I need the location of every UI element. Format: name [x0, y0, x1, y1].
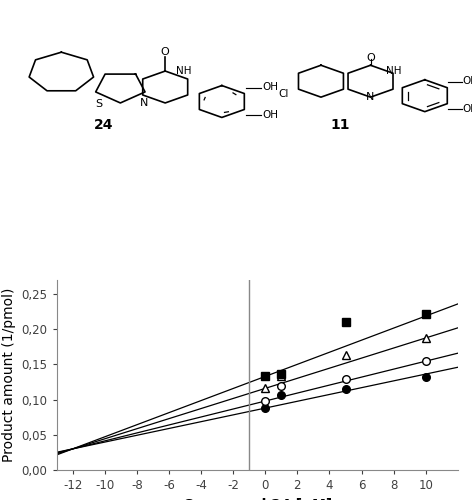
Text: OH: OH	[463, 76, 472, 86]
Text: OH: OH	[262, 110, 278, 120]
Text: OH: OH	[463, 104, 472, 114]
Text: 11: 11	[330, 118, 350, 132]
Text: NH: NH	[177, 66, 192, 76]
Text: Cl: Cl	[278, 89, 288, 99]
Text: 24: 24	[94, 118, 114, 132]
Text: OH: OH	[262, 82, 278, 92]
Text: N: N	[366, 92, 375, 102]
Text: NH: NH	[387, 66, 402, 76]
Text: S: S	[95, 100, 103, 110]
Y-axis label: Product amount (1/pmol): Product amount (1/pmol)	[2, 288, 16, 462]
Text: O: O	[161, 47, 169, 57]
X-axis label: Compound 24 [μM]: Compound 24 [μM]	[183, 498, 332, 500]
Text: N: N	[140, 98, 148, 108]
Text: O: O	[366, 53, 375, 63]
